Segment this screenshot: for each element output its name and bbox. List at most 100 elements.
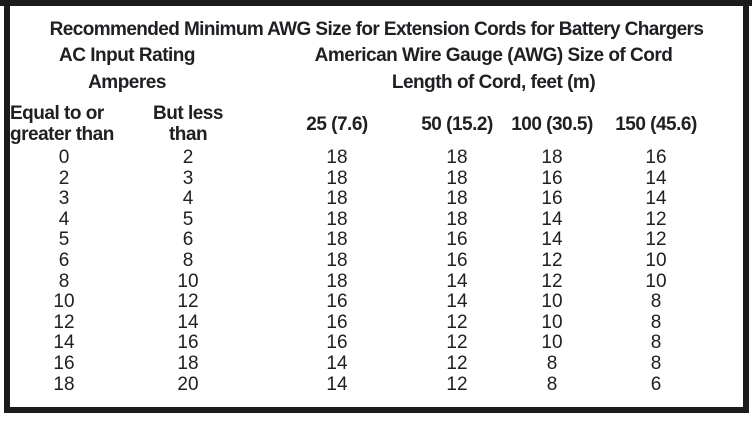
table-cell: 8 <box>58 270 70 292</box>
column-header-but-less-than: But less than <box>118 103 258 145</box>
table-cell: 18 <box>326 229 348 251</box>
column-header-line: greater than <box>10 124 114 145</box>
table-cell: 12 <box>53 311 75 333</box>
column-header-line: 150 (45.6) <box>615 113 697 135</box>
table-cell: 12 <box>541 249 563 271</box>
table-cell: 10 <box>645 249 667 271</box>
table-cell: 12 <box>446 332 468 354</box>
table-cell: 18 <box>326 188 348 210</box>
group-header-amperes: Amperes <box>88 72 166 93</box>
column-header-line: than <box>168 124 208 145</box>
table-cell: 18 <box>541 147 563 168</box>
table-cell: 20 <box>177 373 199 395</box>
table-header-row: Equal to or greater than But less than 2… <box>10 103 743 145</box>
column-header-line: Equal to or <box>10 103 104 124</box>
table-cell: 12 <box>645 208 667 230</box>
table-cell: 8 <box>182 249 194 271</box>
table-cell: 10 <box>541 291 563 313</box>
table-cell: 8 <box>546 373 558 395</box>
table-cell: 10 <box>541 311 563 333</box>
table-frame: Recommended Minimum AWG Size for Extensi… <box>4 0 749 413</box>
table-cell: 14 <box>177 311 199 333</box>
group-header-length-of-cord: Length of Cord, feet (m) <box>391 72 596 93</box>
table-row: 4 5 18 18 14 12 <box>10 208 743 231</box>
table-row: 16 18 14 12 8 8 <box>10 352 743 375</box>
table-cell: 10 <box>53 291 75 313</box>
table-cell: 10 <box>177 270 199 292</box>
table-cell: 16 <box>177 332 199 354</box>
table-cell: 16 <box>541 188 563 210</box>
table-cell: 18 <box>326 249 348 271</box>
table-cell: 8 <box>546 352 558 374</box>
table-cell: 5 <box>182 208 194 230</box>
table-cell: 16 <box>326 291 348 313</box>
table-cell: 18 <box>446 208 468 230</box>
column-header-150ft: 150 (45.6) <box>606 103 706 145</box>
table-cell: 14 <box>645 167 667 189</box>
table-cell: 14 <box>53 332 75 354</box>
table-cell: 16 <box>326 332 348 354</box>
group-header-ac-input-rating: AC Input Rating <box>58 45 196 66</box>
table-cell: 6 <box>650 373 662 395</box>
table-row: 3 4 18 18 16 14 <box>10 189 743 210</box>
table-cell: 8 <box>650 332 662 354</box>
table-row: 10 12 16 14 10 8 <box>10 292 743 313</box>
table-cell: 0 <box>58 147 70 168</box>
table-cell: 2 <box>58 167 70 189</box>
column-header-50ft: 50 (15.2) <box>416 103 498 145</box>
table-title: Recommended Minimum AWG Size for Extensi… <box>49 19 704 40</box>
column-header-line: 25 (7.6) <box>306 113 368 135</box>
table-cell: 3 <box>58 188 70 210</box>
table-row: 0 2 18 18 18 16 <box>10 147 743 169</box>
table-row: 6 8 18 16 12 10 <box>10 249 743 272</box>
table-cell: 14 <box>446 270 468 292</box>
table-cell: 12 <box>541 270 563 292</box>
column-header-line: 100 (30.5) <box>511 113 593 135</box>
table-cell: 12 <box>645 229 667 251</box>
table-cell: 12 <box>446 311 468 333</box>
table-cell: 14 <box>326 373 348 395</box>
table-cell: 16 <box>53 352 75 374</box>
table-cell: 14 <box>446 291 468 313</box>
table-body: 0 2 18 18 18 16 2 3 18 18 16 14 3 4 18 1… <box>10 147 743 396</box>
table-row: 2 3 18 18 16 14 <box>10 167 743 190</box>
table-cell: 4 <box>182 188 194 210</box>
table-cell: 16 <box>446 229 468 251</box>
table-cell: 18 <box>446 167 468 189</box>
table-cell: 12 <box>446 373 468 395</box>
table-cell: 18 <box>53 373 75 395</box>
table-cell: 12 <box>446 352 468 374</box>
table-cell: 14 <box>541 208 563 230</box>
table-cell: 8 <box>650 291 662 313</box>
table-cell: 6 <box>58 249 70 271</box>
table-cell: 18 <box>326 208 348 230</box>
table-cell: 14 <box>541 229 563 251</box>
table-cell: 8 <box>650 311 662 333</box>
table-cell: 18 <box>446 188 468 210</box>
table-cell: 10 <box>645 270 667 292</box>
table-cell: 3 <box>182 167 194 189</box>
group-header-row-1: AC Input Rating American Wire Gauge (AWG… <box>10 45 743 66</box>
table-cell: 8 <box>650 352 662 374</box>
group-header-awg-size-of-cord: American Wire Gauge (AWG) Size of Cord <box>314 45 673 66</box>
table-cell: 18 <box>326 167 348 189</box>
table-cell: 16 <box>645 147 667 168</box>
table-cell: 14 <box>326 352 348 374</box>
table-cell: 6 <box>182 229 194 251</box>
table-cell: 16 <box>446 249 468 271</box>
table-cell: 5 <box>58 229 70 251</box>
table-cell: 2 <box>182 147 194 168</box>
table-cell: 18 <box>177 352 199 374</box>
table-cell: 18 <box>446 147 468 168</box>
column-header-line: 50 (15.2) <box>421 113 493 135</box>
table-cell: 12 <box>177 291 199 313</box>
table-row: 14 16 16 12 10 8 <box>10 333 743 354</box>
table-row: 8 10 18 14 12 10 <box>10 270 743 293</box>
column-header-25ft: 25 (7.6) <box>258 103 416 145</box>
table-row: 18 20 14 12 8 6 <box>10 373 743 396</box>
table-cell: 18 <box>326 147 348 168</box>
table-cell: 16 <box>541 167 563 189</box>
column-header-line: But less <box>153 103 223 124</box>
table-cell: 4 <box>58 208 70 230</box>
